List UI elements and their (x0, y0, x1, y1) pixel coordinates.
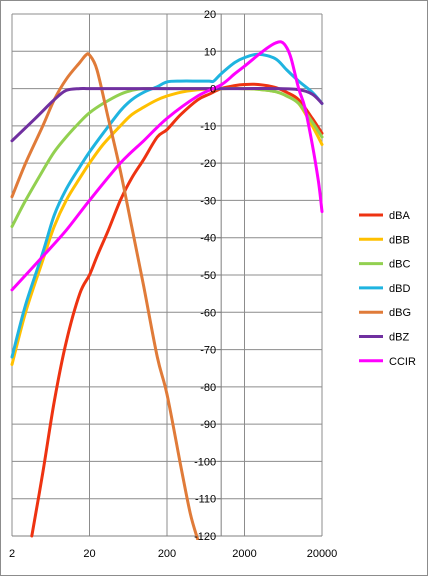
x-tick-label: 2 (9, 548, 15, 560)
x-tick-label: 2000 (232, 548, 256, 560)
legend-layer: dBA dBB dBC dBD dBG dBZ CCIR (359, 210, 416, 368)
tick-label-layer: 20 10 0 -10 -20 -30 -40 -50 -60 -70 -80 -90 -100 -110… (9, 9, 337, 560)
y-tick-label: -10 (200, 121, 216, 133)
series-line-dbz (10, 86, 324, 143)
y-tick-label: -90 (200, 419, 216, 431)
legend-item-dbb: dBB (359, 234, 410, 246)
y-tick-label: -40 (200, 233, 216, 245)
y-tick-label: 10 (204, 46, 216, 58)
x-tick-label: 200 (158, 548, 176, 560)
legend-item-dbg: dBG (359, 307, 411, 319)
y-tick-label: 0 (210, 84, 216, 96)
legend-label: dBC (389, 259, 410, 271)
series-line-ccir (10, 40, 324, 292)
y-tick-label: -120 (194, 531, 216, 543)
y-tick-label: -50 (200, 270, 216, 282)
y-tick-label: -30 (200, 195, 216, 207)
y-tick-label: 20 (204, 9, 216, 21)
legend-label: CCIR (389, 356, 416, 368)
series-line-dba (30, 82, 324, 538)
series-line-dbd (10, 52, 324, 359)
legend-item-dbz: dBZ (359, 332, 409, 344)
legend-label: dBZ (389, 332, 409, 344)
series-layer (10, 40, 324, 540)
legend-item-dba: dBA (359, 210, 410, 222)
x-tick-label: 20000 (307, 548, 338, 560)
y-tick-label: -100 (194, 456, 216, 468)
legend-item-ccir: CCIR (359, 356, 416, 368)
legend-item-dbd: dBD (359, 283, 410, 295)
legend-item-dbc: dBC (359, 259, 410, 271)
legend-label: dBG (389, 307, 411, 319)
y-tick-label: -20 (200, 158, 216, 170)
legend-label: dBD (389, 283, 410, 295)
y-tick-label: -110 (195, 494, 216, 506)
legend-label: dBA (389, 210, 410, 222)
legend-label: dBB (389, 234, 410, 246)
x-tick-label: 20 (83, 548, 95, 560)
y-tick-label: -70 (200, 345, 216, 357)
y-tick-label: -80 (200, 382, 216, 394)
y-tick-label: -60 (200, 307, 216, 319)
